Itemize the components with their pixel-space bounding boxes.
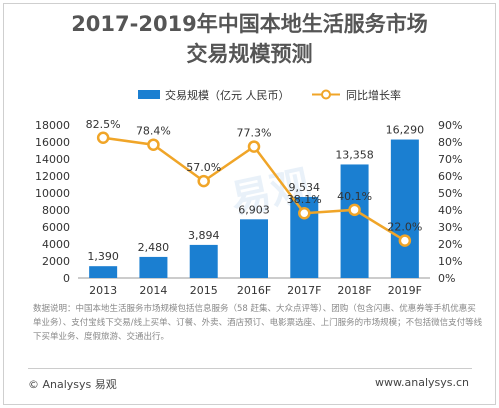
growth-point	[96, 131, 110, 144]
bar	[340, 164, 369, 278]
chart-title: 2017-2019年中国本地生活服务市场	[71, 12, 428, 36]
y-left-tick-label: 2000	[42, 255, 70, 268]
growth-point	[348, 203, 361, 217]
y-right-tick-label: 40%	[438, 204, 462, 217]
growth-point	[247, 140, 261, 153]
y-right-tick-label: 30%	[438, 221, 462, 234]
y-right-tick-label: 70%	[438, 153, 462, 166]
bar-data-label: 3,894	[188, 229, 220, 242]
bar-data-label: 16,290	[386, 124, 425, 137]
bar	[189, 244, 218, 278]
y-left-tick-label: 6000	[42, 221, 70, 234]
growth-point	[398, 234, 412, 247]
y-left-tick-label: 8000	[42, 204, 70, 217]
growth-point	[147, 138, 160, 151]
y-left-tick-label: 18000	[35, 119, 70, 132]
x-tick-label: 2014	[139, 284, 167, 297]
y-right-tick-label: 10%	[438, 255, 462, 268]
bar-data-label: 13,358	[335, 148, 374, 161]
y-left-tick-label: 12000	[35, 170, 70, 183]
y-right-tick-label: 80%	[438, 136, 462, 149]
legend-label-line: 同比增长率	[346, 88, 401, 102]
legend-swatch-bar	[138, 90, 160, 99]
y-right-tick-label: 50%	[438, 187, 462, 200]
growth-data-label: 57.0%	[186, 161, 221, 174]
legend-marker-line	[321, 89, 331, 100]
x-tick-label: 2018F	[337, 284, 371, 297]
growth-data-label: 78.4%	[136, 125, 171, 138]
y-left-tick-label: 14000	[35, 153, 70, 166]
bar	[89, 266, 118, 278]
y-right-tick-label: 60%	[438, 170, 462, 183]
growth-data-label: 40.1%	[337, 190, 372, 203]
x-tick-label: 2016F	[237, 284, 271, 297]
bar-data-label: 1,390	[87, 250, 119, 263]
y-left-tick-label: 16000	[35, 136, 70, 149]
bar-data-label: 2,480	[138, 241, 170, 254]
x-tick-label: 2015	[190, 284, 218, 297]
growth-data-label: 38.1%	[287, 193, 322, 206]
chart-subtitle: 交易规模预测	[186, 42, 313, 66]
y-right-tick-label: 20%	[438, 238, 462, 251]
footer-divider	[28, 368, 472, 369]
y-right-tick-label: 0%	[438, 272, 455, 285]
bar	[390, 139, 419, 278]
x-tick-label: 2017F	[287, 284, 321, 297]
bar	[139, 256, 168, 278]
x-tick-label: 2013	[89, 284, 117, 297]
growth-point	[197, 174, 210, 188]
y-left-tick-label: 4000	[42, 238, 70, 251]
growth-data-label: 82.5%	[86, 118, 121, 131]
growth-data-label: 77.3%	[237, 127, 272, 140]
bar	[240, 219, 268, 278]
growth-point	[298, 206, 311, 220]
bar-data-label: 9,534	[289, 181, 321, 194]
y-right-tick-label: 90%	[438, 119, 462, 132]
footer-brand: © Analysys 易观	[28, 378, 117, 391]
x-tick-label: 2019F	[388, 284, 422, 297]
growth-data-label: 22.0%	[387, 221, 422, 234]
bar-data-label: 6,903	[238, 203, 270, 216]
footer-url: www.analysys.cn	[375, 376, 469, 389]
data-note: 数据说明：中国本地生活服务市场规模包括信息服务（58 赶集、大众点评等）、团购（…	[33, 304, 483, 342]
y-left-tick-label: 10000	[35, 187, 70, 200]
y-left-tick-label: 0	[63, 272, 70, 285]
legend-label-bar: 交易规模（亿元 人民币）	[165, 88, 290, 102]
